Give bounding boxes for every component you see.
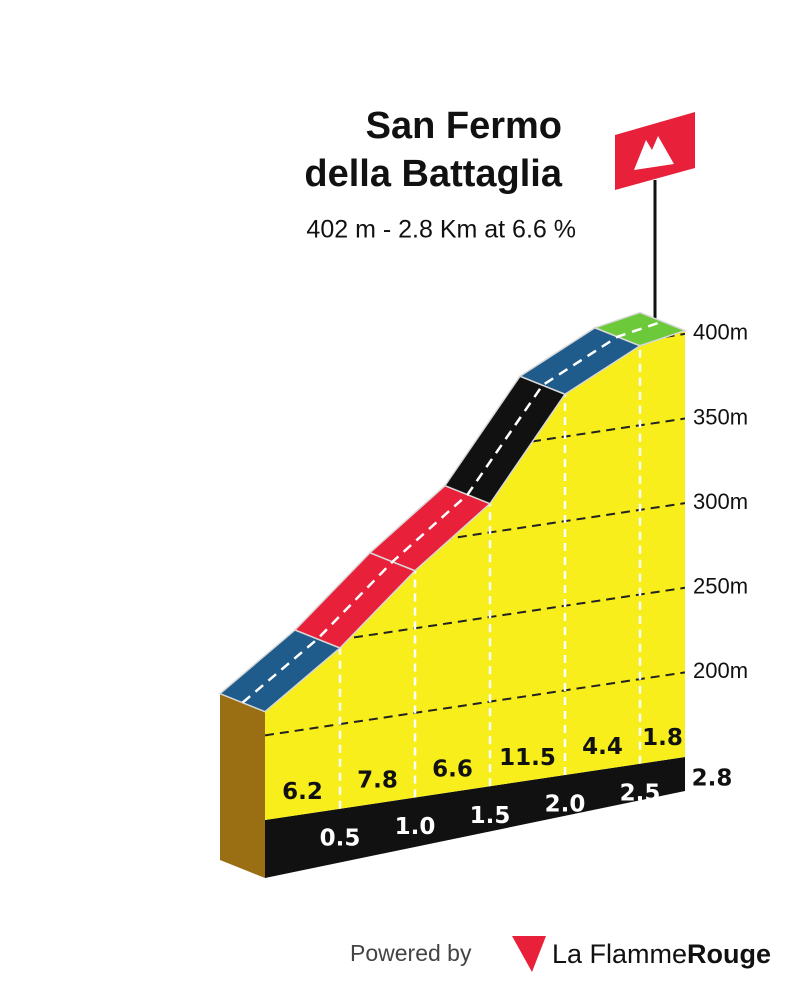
y-tick-label: 250m	[693, 574, 748, 599]
profile-face	[265, 330, 685, 820]
y-tick-label: 300m	[693, 489, 748, 514]
title-line: San Fermo	[366, 105, 562, 147]
gradient-label: 1.8	[642, 725, 683, 751]
subtitle: 402 m - 2.8 Km at 6.6 %	[306, 216, 576, 244]
x-tick-label: 1.0	[395, 814, 436, 840]
x-tick-label: 0.5	[320, 825, 361, 851]
logo	[512, 936, 546, 972]
center-line	[241, 320, 663, 704]
powered-by: Powered by	[350, 940, 472, 966]
x-tick-label: 2.5	[620, 780, 661, 806]
gradient-label: 7.8	[357, 768, 398, 794]
grid-line	[265, 586, 685, 652]
y-tick-label: 350m	[693, 404, 748, 429]
x-tick-label: 1.5	[470, 803, 511, 829]
grid-line	[265, 671, 685, 737]
x-tick-label: 2.8	[692, 766, 733, 792]
base-band	[265, 757, 685, 878]
brand: La FlammeRouge	[552, 939, 771, 969]
gradient-label: 4.4	[582, 734, 623, 760]
gradient-label: 11.5	[499, 745, 556, 771]
brand-bold: Rouge	[687, 939, 771, 969]
gradient-label: 6.2	[282, 779, 323, 805]
y-tick-label: 200m	[693, 658, 748, 683]
side-face	[220, 693, 265, 878]
footer: Powered by La FlammeRouge	[350, 936, 771, 972]
title-line: della Battaglia	[304, 153, 562, 195]
y-tick-label: 400m	[693, 320, 748, 345]
summit-flag	[615, 112, 695, 330]
grid-line	[265, 502, 685, 568]
x-tick-label: 2.0	[545, 792, 586, 818]
brand-text: La Flamme	[552, 939, 687, 969]
gradient-label: 6.6	[432, 756, 473, 782]
